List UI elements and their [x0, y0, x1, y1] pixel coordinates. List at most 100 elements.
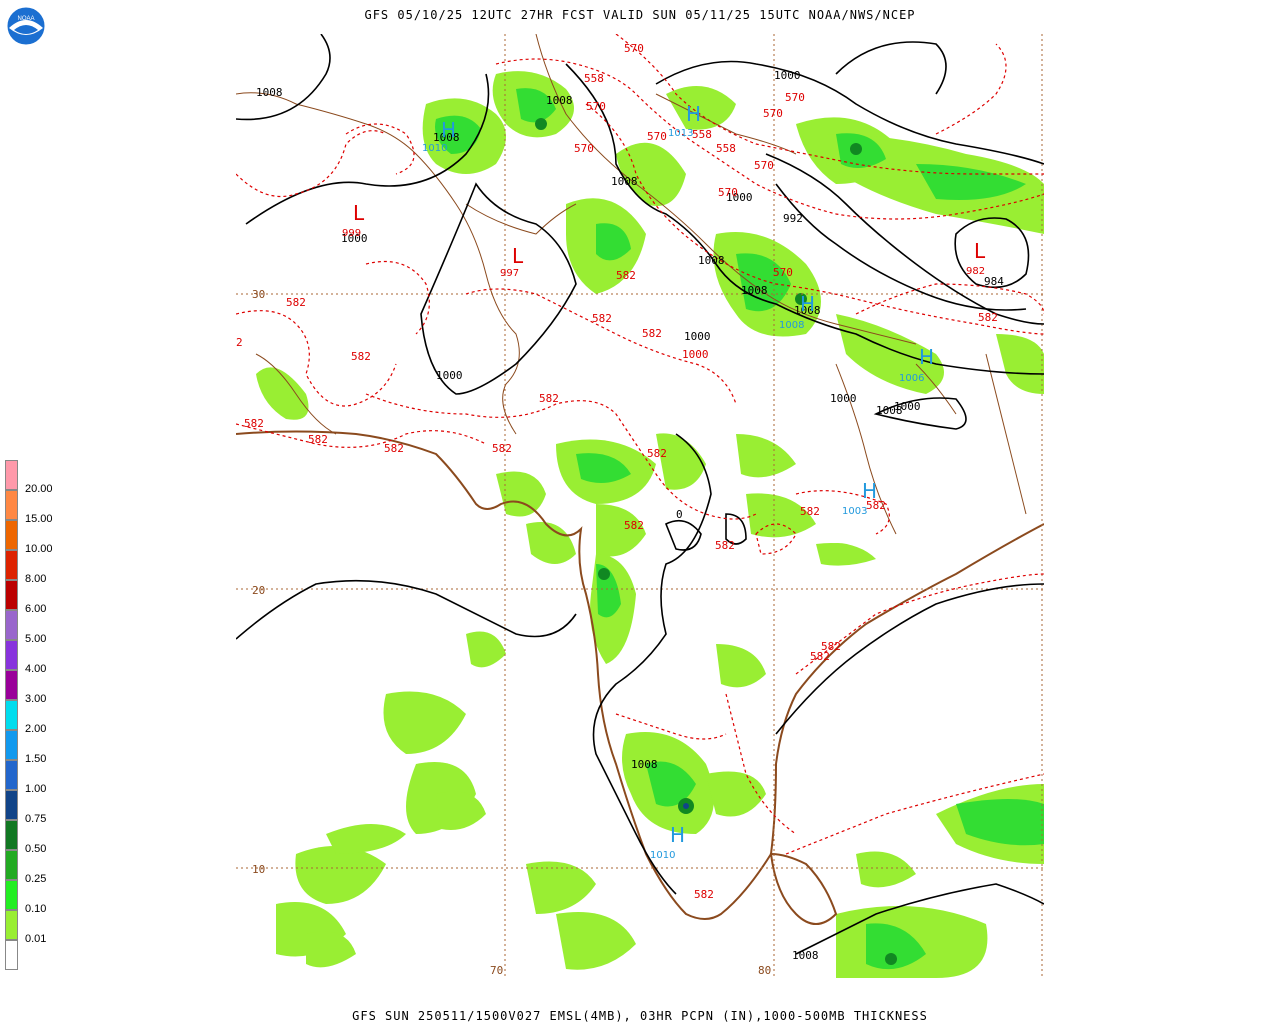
legend-label: 1.50: [25, 753, 47, 765]
high-center-value: 1006: [899, 373, 924, 384]
legend-label: 15.00: [25, 513, 53, 525]
low-center-symbol: L: [974, 239, 986, 263]
isobar-label: 1000: [894, 400, 921, 413]
thickness-label: 582: [624, 519, 644, 532]
thickness-label: 582: [642, 327, 662, 340]
low-center-value: 997: [500, 268, 519, 279]
isobar-label: 1000: [774, 69, 801, 82]
thickness-label: 582: [308, 433, 328, 446]
thickness-label: 570: [624, 42, 644, 55]
thickness-label: 582: [244, 417, 264, 430]
thickness-label: 1000: [682, 348, 709, 361]
legend-swatch: [5, 910, 18, 940]
map-title: GFS 05/10/25 12UTC 27HR FCST VALID SUN 0…: [364, 8, 916, 22]
thickness-contours: [236, 34, 1044, 855]
borders: [236, 34, 1027, 535]
thickness-label: 582: [810, 650, 830, 663]
legend-label: 1.00: [25, 783, 47, 795]
thickness-label: 2: [236, 336, 243, 349]
coastline: [236, 430, 1044, 925]
legend-swatch: [5, 640, 18, 670]
thickness-label: 570: [763, 107, 783, 120]
thickness-label: 558: [692, 128, 712, 141]
isobar-label: 1000: [341, 232, 368, 245]
legend-swatch: [5, 460, 18, 490]
legend-swatch: [5, 520, 18, 550]
grid-labels: 30 20 10 70 80: [252, 288, 771, 977]
map-footer-title: GFS SUN 250511/1500V027 EMSL(4MB), 03HR …: [352, 1009, 928, 1023]
legend-swatch: [5, 730, 18, 760]
thickness-label: 558: [584, 72, 604, 85]
legend-label: 5.00: [25, 633, 47, 645]
isobars: [236, 34, 1044, 955]
lat-lon-grid: [236, 34, 1044, 978]
legend-label: 20.00: [25, 483, 53, 495]
legend-swatch: [5, 700, 18, 730]
isobar-label: 1008: [256, 86, 283, 99]
lat-label-10: 10: [252, 863, 265, 876]
high-center-symbol: H: [686, 102, 701, 126]
legend-swatch: [5, 550, 18, 580]
thickness-label: 582: [715, 539, 735, 552]
high-center-symbol: H: [800, 292, 815, 316]
thickness-label: 582: [492, 442, 512, 455]
thickness-label: 570: [773, 266, 793, 279]
low-center-symbol: L: [353, 201, 365, 225]
high-center-value: 1003: [842, 506, 867, 517]
legend-swatch: [5, 580, 18, 610]
thickness-label: 570: [718, 186, 738, 199]
isobar-label: 1008: [792, 949, 819, 962]
legend-label: 0.50: [25, 843, 47, 855]
thickness-label: 582: [539, 392, 559, 405]
thickness-label: 570: [574, 142, 594, 155]
isobar-label: 0: [676, 508, 683, 521]
legend-swatch: [5, 790, 18, 820]
legend-swatch-zero: [5, 940, 18, 970]
precip-legend: 20.00 15.00 10.00 8.00 6.00 5.00 4.00 3.00 2.00 1…: [5, 460, 65, 972]
thickness-label: 558: [716, 142, 736, 155]
thickness-label: 582: [978, 311, 998, 324]
legend-label: 3.00: [25, 693, 47, 705]
high-center-symbol: H: [441, 118, 456, 142]
legend-label: 0.75: [25, 813, 47, 825]
legend-swatch: [5, 610, 18, 640]
legend-label: 4.00: [25, 663, 47, 675]
high-center-symbol: H: [862, 479, 877, 503]
legend-swatch: [5, 490, 18, 520]
noaa-logo-icon: NOAA: [6, 6, 46, 46]
isobar-label: 1008: [631, 758, 658, 771]
thickness-label: 582: [616, 269, 636, 282]
legend-label: 0.10: [25, 903, 47, 915]
legend-label: 6.00: [25, 603, 47, 615]
isobar-label: 1008: [876, 404, 903, 417]
legend-label: 0.01: [25, 933, 47, 945]
isobar-label: 984: [984, 275, 1004, 288]
legend-label: 8.00: [25, 573, 47, 585]
low-center-value: 999: [342, 228, 361, 239]
isobar-label: 1008: [433, 131, 460, 144]
pressure-centers: H 1010 H 1013 H 1008 H 1006 H 1003 H 101…: [342, 102, 986, 861]
thickness-label: 570: [785, 91, 805, 104]
isobar-label: 1008: [546, 94, 573, 107]
legend-label: 0.25: [25, 873, 47, 885]
high-center-value: 1010: [650, 850, 675, 861]
thickness-label: 570: [647, 130, 667, 143]
thickness-label: 570: [754, 159, 774, 172]
thickness-label: 582: [351, 350, 371, 363]
high-center-symbol: H: [919, 345, 934, 369]
legend-swatch: [5, 880, 18, 910]
isobar-label: 1008: [741, 284, 768, 297]
isobar-label: 1000: [436, 369, 463, 382]
low-center-symbol: L: [512, 244, 524, 268]
thickness-label: 582: [592, 312, 612, 325]
lon-label-70: 70: [490, 964, 503, 977]
lon-label-80: 80: [758, 964, 771, 977]
isobar-label: 1008: [794, 304, 821, 317]
legend-swatch: [5, 850, 18, 880]
thickness-label: 582: [800, 505, 820, 518]
high-center-value: 1008: [779, 320, 804, 331]
high-center-value: 1013: [668, 128, 693, 139]
isobar-label: 1008: [611, 175, 638, 188]
thickness-label: 582: [384, 442, 404, 455]
isobar-label: 1008: [698, 254, 725, 267]
